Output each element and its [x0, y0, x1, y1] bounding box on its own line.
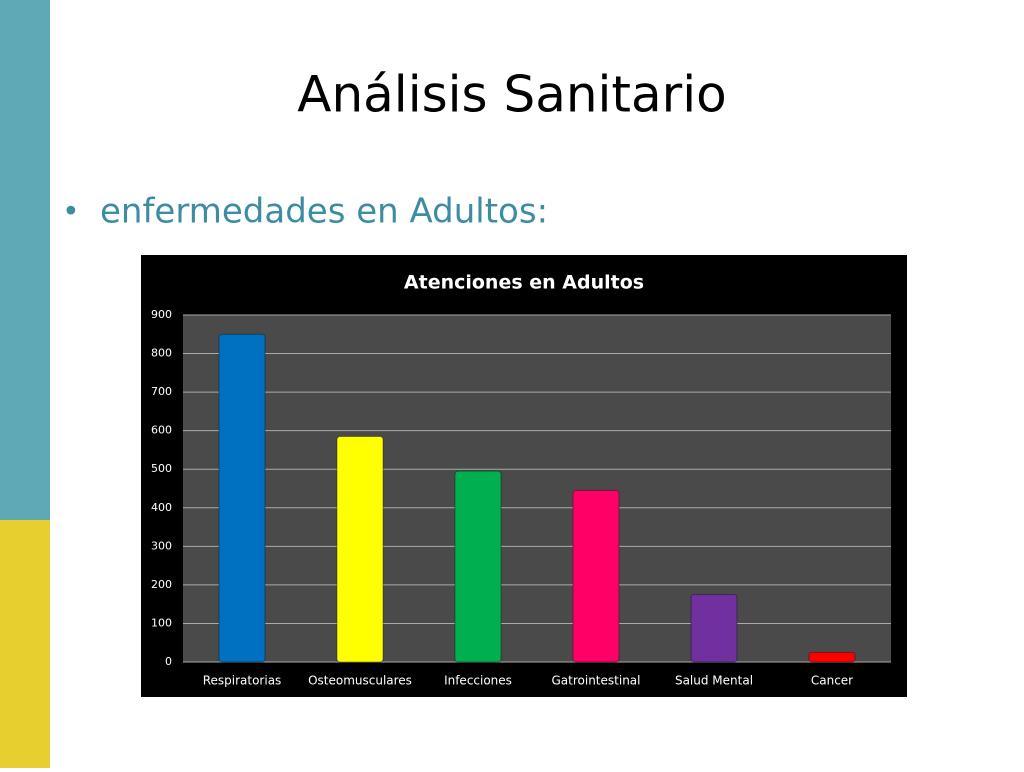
y-tick-label: 100: [151, 616, 172, 629]
bar: [336, 435, 384, 663]
y-tick-label: 400: [151, 501, 172, 514]
bar: [572, 489, 620, 663]
y-tick-label: 900: [151, 308, 172, 321]
y-tick-label: 200: [151, 578, 172, 591]
y-tick-label: 600: [151, 424, 172, 437]
bullet-dot: •: [62, 195, 80, 230]
y-tick-label: 700: [151, 385, 172, 398]
x-tick-label: Gatrointestinal: [552, 674, 641, 688]
y-tick-label: 500: [151, 462, 172, 475]
bar: [218, 333, 266, 663]
y-tick-label: 300: [151, 539, 172, 552]
y-tick-label: 800: [151, 347, 172, 360]
plot-area: [183, 315, 891, 662]
x-tick-label: Respiratorias: [203, 674, 282, 688]
chart-title: Atenciones en Adultos: [404, 272, 644, 294]
bar: [454, 470, 502, 663]
stripe-teal: [0, 0, 50, 520]
bullet-text: enfermedades en Adultos:: [100, 192, 548, 232]
x-tick-label: Infecciones: [444, 674, 512, 688]
x-tick-label: Salud Mental: [675, 674, 753, 688]
y-tick-label: 0: [165, 655, 172, 668]
slide-title: Análisis Sanitario: [297, 66, 726, 124]
bar: [808, 651, 856, 663]
bar: [690, 594, 738, 663]
stripe-yellow: [0, 520, 50, 768]
x-tick-label: Osteomusculares: [308, 674, 412, 688]
x-tick-label: Cancer: [811, 674, 853, 688]
